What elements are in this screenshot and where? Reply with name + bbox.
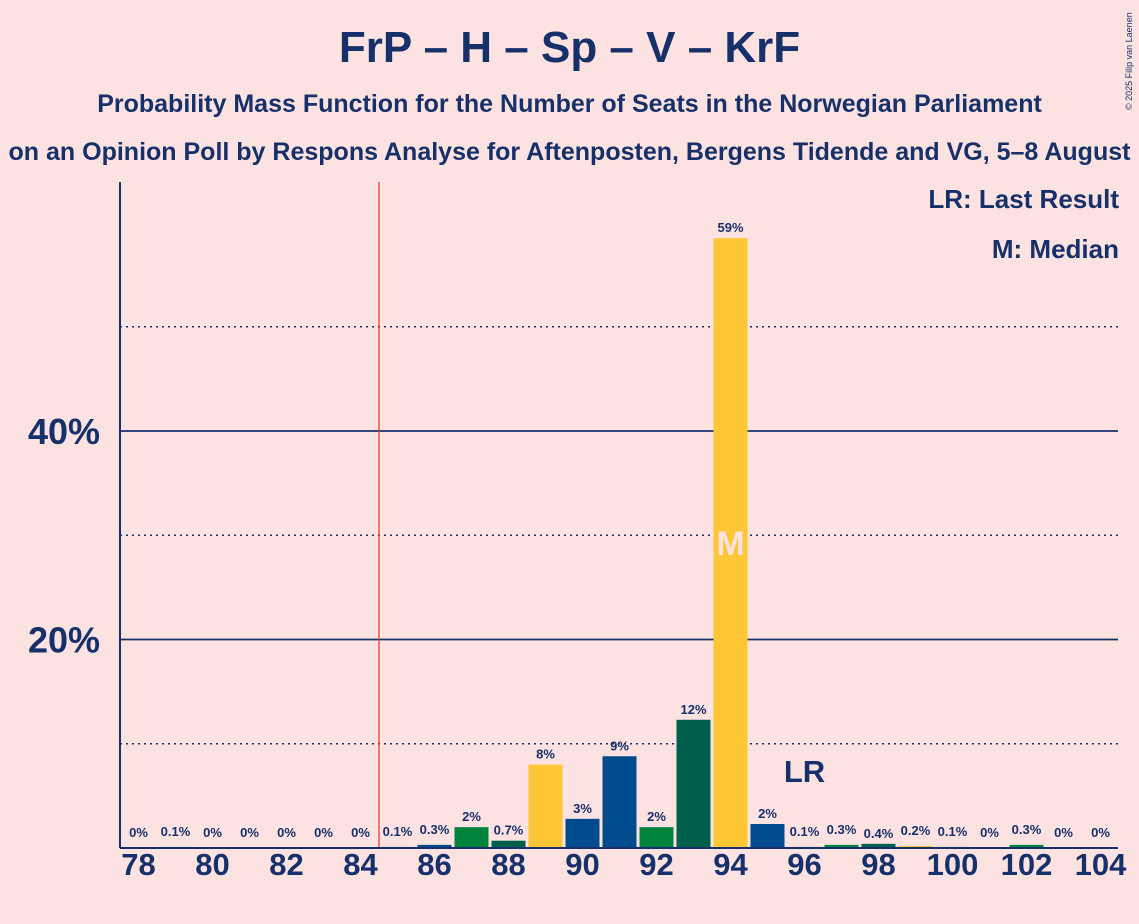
axes: 20% 40% 78 80 82 84 86 88 90 92 94 96 98 100 102 104 <box>28 182 1127 882</box>
bar-seat-89 <box>528 764 563 848</box>
bar-value-label: 2% <box>647 809 666 824</box>
bar-value-label: 0% <box>351 825 370 840</box>
bar-seat-88 <box>491 840 526 848</box>
x-tick-label: 100 <box>927 847 979 882</box>
legend-last-result: LR: Last Result <box>928 184 1119 214</box>
x-tick-label: 92 <box>639 847 673 882</box>
legend-median: M: Median <box>991 234 1119 264</box>
bar-seat-95 <box>750 824 785 848</box>
bar-value-label: 0.3% <box>827 822 857 837</box>
x-tick-label: 98 <box>861 847 895 882</box>
bar-seat-102 <box>1009 844 1044 848</box>
bar-seat-86 <box>417 844 452 848</box>
bar-labels: 0% 0.1% 0% 0% 0% 0% 0% 0.1% 0.3% 2% 0.7% 8% 3% 9% 2% 12… <box>129 220 1110 841</box>
bar-value-label: 0.1% <box>161 824 191 839</box>
bar-value-label: 0.4% <box>864 826 894 841</box>
y-tick-label: 40% <box>28 411 100 452</box>
gridlines <box>120 182 1118 848</box>
x-tick-label: 84 <box>343 847 378 882</box>
bar-value-label: 0.1% <box>790 824 820 839</box>
bar-value-label: 0.7% <box>494 823 524 838</box>
chart-title: FrP – H – Sp – V – KrF <box>338 23 801 72</box>
x-tick-label: 80 <box>195 847 229 882</box>
chart-source: on an Opinion Poll by Respons Analyse fo… <box>8 138 1131 166</box>
bar-value-label: 59% <box>717 220 743 235</box>
bar-value-label: 9% <box>610 738 629 753</box>
bar-value-label: 0% <box>240 825 259 840</box>
bar-value-label: 0.1% <box>938 824 968 839</box>
median-marker: M <box>716 525 744 563</box>
bar-value-label: 0.3% <box>1012 822 1042 837</box>
last-result-marker: LR <box>784 754 825 789</box>
chart-subtitle: Probability Mass Function for the Number… <box>97 90 1042 118</box>
bar-value-label: 0.2% <box>901 823 931 838</box>
bar-value-label: 0% <box>314 825 333 840</box>
bar-value-label: 2% <box>758 806 777 821</box>
y-tick-label: 20% <box>28 620 100 661</box>
x-tick-label: 86 <box>417 847 451 882</box>
bar-value-label: 0.3% <box>420 822 450 837</box>
x-tick-label: 88 <box>491 847 525 882</box>
x-tick-label: 96 <box>787 847 821 882</box>
bars <box>158 238 1044 848</box>
bar-value-label: 0.1% <box>383 824 413 839</box>
bar-value-label: 2% <box>462 809 481 824</box>
bar-seat-97 <box>824 844 859 848</box>
bar-value-label: 3% <box>573 801 592 816</box>
bar-value-label: 0% <box>203 825 222 840</box>
bar-value-label: 0% <box>1054 825 1073 840</box>
bar-seat-87 <box>454 827 489 848</box>
bar-seat-99 <box>898 845 933 848</box>
x-tick-label: 104 <box>1075 847 1127 882</box>
bar-value-label: 0% <box>980 825 999 840</box>
bar-seat-93 <box>676 719 711 848</box>
x-tick-label: 90 <box>565 847 599 882</box>
x-tick-label: 78 <box>121 847 155 882</box>
bar-seat-94 <box>713 238 748 848</box>
x-tick-label: 82 <box>269 847 303 882</box>
bar-value-label: 0% <box>129 825 148 840</box>
bar-seat-90 <box>565 818 600 848</box>
bar-value-label: 0% <box>1091 825 1110 840</box>
bar-seat-91 <box>602 756 637 848</box>
x-tick-label: 102 <box>1001 847 1053 882</box>
bar-value-label: 0% <box>277 825 296 840</box>
x-tick-label: 94 <box>713 847 748 882</box>
bar-seat-92 <box>639 827 674 848</box>
bar-seat-98 <box>861 843 896 848</box>
bar-value-label: 8% <box>536 747 555 762</box>
bar-value-label: 12% <box>680 702 706 717</box>
